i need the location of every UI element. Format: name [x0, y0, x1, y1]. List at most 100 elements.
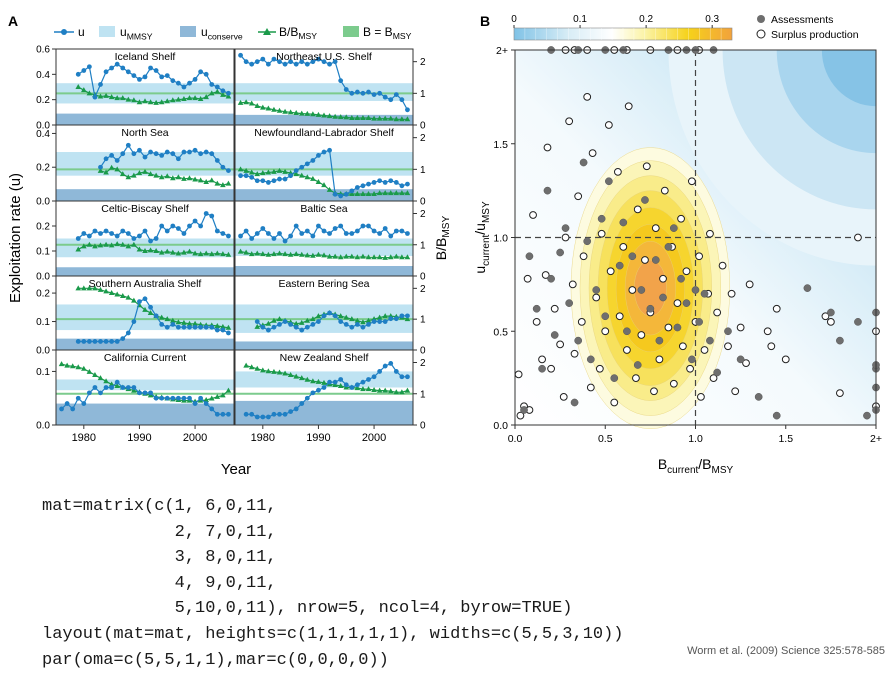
b-point	[337, 254, 344, 260]
code-line: 4, 9,0,11,	[174, 573, 277, 593]
b-point	[186, 175, 193, 181]
u-point	[343, 321, 349, 327]
u-point	[271, 56, 277, 62]
b-point	[92, 372, 98, 377]
b-point	[114, 166, 120, 172]
legend-surplus-label: Surplus production	[771, 29, 859, 41]
b-point	[136, 99, 143, 105]
b-point	[175, 174, 182, 180]
surplus-point	[577, 317, 586, 326]
u-point	[98, 231, 103, 236]
b-point	[254, 103, 261, 108]
b-point	[225, 251, 232, 257]
surplus-point	[695, 252, 704, 261]
b-point	[158, 99, 165, 105]
u-point	[142, 154, 148, 160]
u-point	[366, 181, 371, 187]
u-point	[349, 385, 355, 390]
u-point	[282, 319, 288, 324]
u-point	[114, 158, 120, 163]
surplus-point	[821, 312, 830, 321]
b-point	[354, 254, 361, 260]
surplus-point	[655, 355, 664, 364]
b-point	[404, 387, 411, 393]
y-tick-label-b: 2+	[496, 45, 508, 57]
u-point	[153, 395, 159, 401]
u-point	[109, 339, 115, 344]
b-point	[248, 251, 255, 257]
u-point	[399, 183, 405, 189]
b-point	[203, 397, 209, 402]
y-axis-label-right: B/BMSY	[433, 216, 452, 261]
u-point	[310, 390, 316, 396]
y-tick-label: 0.6	[36, 45, 50, 56]
b-point	[315, 111, 322, 117]
u-point	[327, 310, 332, 316]
b-point	[387, 388, 394, 394]
b-point	[81, 243, 87, 249]
b-point	[337, 313, 344, 319]
u-point	[243, 411, 249, 417]
u-point	[366, 89, 371, 95]
u-point	[321, 385, 327, 390]
y-tick-label-b: 0.5	[493, 326, 508, 338]
b-point	[119, 171, 126, 177]
assessment-point	[619, 218, 628, 227]
b-point	[225, 93, 232, 99]
legend-assessments-marker	[757, 15, 765, 23]
b-point	[254, 323, 261, 329]
panel-a: Au uMMSY uconserve B/BMSY B = BMSY Iceland Sh…	[7, 13, 452, 478]
surplus-point	[678, 342, 687, 351]
u-point	[238, 52, 243, 58]
b-point	[387, 190, 394, 196]
u-point	[226, 168, 231, 174]
u-point	[321, 59, 327, 65]
surplus-point	[624, 102, 633, 111]
b-point	[365, 254, 372, 260]
u-point	[377, 231, 383, 236]
b-point	[382, 115, 388, 121]
u-point	[103, 156, 109, 162]
u-point	[59, 406, 64, 412]
y-tick-label: 0.0	[36, 197, 50, 208]
assessment-point	[633, 361, 642, 369]
u-point	[203, 401, 209, 406]
u-point	[81, 68, 87, 73]
b-point	[304, 110, 311, 116]
b-point	[276, 250, 283, 256]
subplot-frame	[55, 349, 235, 426]
u-point	[393, 92, 399, 97]
b-point	[225, 180, 232, 186]
b-point	[175, 319, 182, 325]
surplus-point	[781, 355, 790, 364]
u-point	[175, 156, 181, 162]
u-point	[187, 80, 192, 86]
x-tick-label: 1980	[72, 432, 96, 444]
b-point	[119, 293, 126, 299]
u-point	[338, 223, 344, 229]
b-point	[332, 253, 338, 259]
assessment-point	[664, 243, 673, 251]
assessment-point	[854, 318, 862, 326]
assessment-point	[827, 308, 835, 317]
u-point	[192, 77, 198, 82]
surplus-point	[742, 359, 750, 368]
assessment-point	[646, 304, 655, 313]
b-point	[265, 169, 272, 175]
uconserve-band	[235, 266, 413, 276]
surplus-point	[538, 355, 546, 364]
surplus-point	[543, 143, 552, 152]
b-point	[349, 191, 355, 197]
b-point	[293, 171, 299, 177]
b-point	[343, 253, 350, 259]
u-point	[393, 369, 399, 374]
b-point	[265, 368, 272, 374]
u-point	[125, 330, 131, 336]
b-point	[337, 114, 344, 120]
u-point	[288, 233, 294, 239]
u-point	[159, 321, 165, 327]
u-point	[164, 73, 170, 78]
surplus-point	[604, 121, 613, 129]
b-point	[304, 174, 311, 180]
